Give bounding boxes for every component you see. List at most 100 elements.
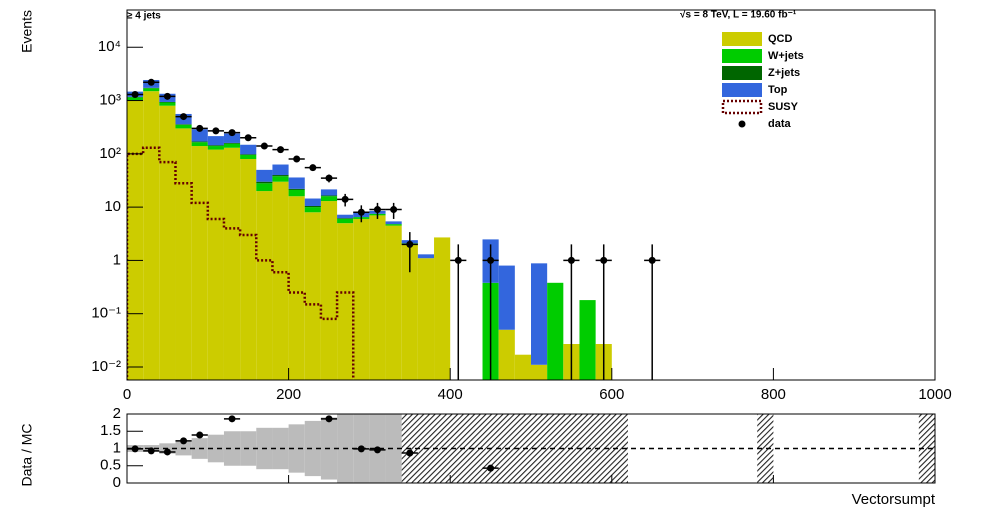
bar-segment (223, 143, 241, 148)
bar-segment (498, 329, 515, 380)
data-point (293, 155, 301, 163)
y-axis-label: Events (19, 10, 35, 53)
bar-segment (531, 364, 548, 380)
signal-line (127, 146, 355, 380)
bar-segment (320, 196, 338, 202)
legend-label: Top (768, 84, 788, 96)
bar-segment (547, 282, 564, 380)
ratio-plot (127, 414, 935, 483)
data-point (567, 256, 575, 264)
legend-label: QCD (768, 33, 793, 45)
data-point (163, 92, 171, 100)
bar-segment (256, 181, 273, 184)
bar-segment (175, 124, 192, 129)
legend-swatch (722, 83, 762, 97)
bar-segment (159, 105, 176, 380)
ratio-y-tick-label: 1.5 (100, 422, 121, 439)
annotation-right: √s = 8 TeV, L = 19.60 fb⁻¹ (680, 10, 797, 21)
ratio-y-tick-label: 1 (113, 439, 121, 456)
data-point (406, 240, 414, 248)
bar-segment (337, 218, 354, 219)
ratio-point (147, 447, 155, 455)
bar-segment (353, 218, 370, 380)
bar-segment (272, 181, 289, 380)
bar-segment (240, 154, 257, 156)
bar-segment (143, 88, 160, 92)
axes: 0 200 400 600 800 100010⁻²10⁻¹11010²10³10⁴00.… (91, 9, 952, 491)
bar-segment (385, 225, 402, 380)
ratio-point (406, 449, 414, 457)
bar-segment (385, 224, 402, 226)
bar-segment (240, 158, 257, 380)
bar-segment (304, 205, 321, 208)
bar-segment (304, 207, 321, 213)
y-tick-label: 10³ (99, 92, 121, 109)
data-point (325, 174, 333, 182)
ratio-point (487, 464, 495, 472)
y-tick-label: 10⁻² (91, 358, 121, 375)
ratio-y-tick-label: 0 (113, 474, 121, 491)
bar-segment (256, 183, 273, 192)
bar-segment (272, 164, 289, 176)
ratio-y-tick-label: 0.5 (100, 457, 121, 474)
ratio-point (163, 448, 171, 456)
data-point (147, 78, 155, 86)
bar-segment (337, 214, 354, 219)
legend-swatch (722, 66, 762, 80)
ratio-point (357, 445, 365, 453)
ratio-band (304, 420, 321, 477)
y-tick-label: 10² (99, 145, 121, 162)
bar-segment (256, 191, 273, 380)
plot-frame (126, 9, 936, 381)
bar-segment (417, 258, 435, 380)
bar-segment (143, 91, 160, 380)
data-point (390, 206, 398, 214)
y-tick-label: 1 (113, 251, 121, 268)
x-tick-label: 600 (599, 386, 624, 403)
data-point (277, 146, 285, 154)
data-point (131, 90, 139, 98)
x-axis-label: Vectorsumpt (852, 491, 936, 508)
bar-segment (288, 189, 305, 197)
data-point (487, 256, 495, 264)
ratio-point (373, 446, 381, 454)
y-tick-label: 10⁻¹ (91, 305, 121, 322)
bar-segment (272, 176, 289, 182)
bar-segment (127, 100, 144, 380)
bar-segment (320, 195, 338, 197)
ratio-band (288, 424, 305, 473)
bar-segment (191, 146, 208, 380)
x-tick-label: 400 (438, 386, 463, 403)
legend-label: W+jets (768, 50, 804, 62)
bar-segment (191, 142, 208, 147)
bar-segment (191, 129, 208, 142)
bar-segment (320, 201, 338, 380)
data-point (454, 256, 462, 264)
ratio-hatched (918, 414, 935, 483)
data-point (373, 206, 381, 214)
bar-segment (240, 144, 257, 155)
data-point (196, 124, 204, 132)
x-tick-label: 800 (761, 386, 786, 403)
ratio-point (180, 437, 188, 445)
bar-segment (207, 136, 224, 146)
legend-swatch (722, 49, 762, 63)
bar-segment (337, 223, 354, 380)
bar-segment (417, 254, 435, 259)
bar-segment (337, 218, 354, 224)
bar-segment (223, 142, 241, 144)
bar-segment (514, 354, 531, 380)
bar-segment (531, 263, 548, 365)
x-tick-label: 200 (276, 386, 301, 403)
data-point (309, 164, 317, 172)
bar-segment (159, 102, 176, 106)
legend-label: Z+jets (768, 67, 800, 79)
legend-swatch (721, 99, 763, 115)
bar-segment (175, 128, 192, 380)
legend-marker (738, 120, 746, 128)
ratio-point (325, 415, 333, 423)
ratio-band (385, 414, 402, 483)
x-tick-label: 1000 (918, 386, 951, 403)
bar-segment (272, 175, 289, 177)
bar-segment (175, 124, 192, 125)
